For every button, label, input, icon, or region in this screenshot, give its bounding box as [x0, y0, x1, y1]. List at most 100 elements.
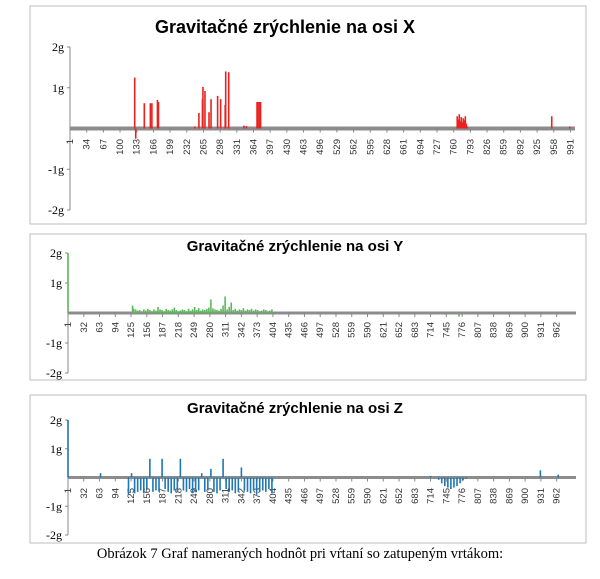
x-tick-label: 694 — [415, 139, 426, 155]
bar — [210, 468, 212, 478]
bar — [460, 117, 463, 129]
bar — [161, 310, 163, 313]
x-tick-label: 218 — [173, 322, 184, 338]
bar — [191, 309, 194, 313]
bar — [189, 310, 192, 313]
bar — [149, 103, 152, 129]
x-tick-label: 559 — [347, 488, 358, 504]
x-tick-label: 776 — [457, 322, 468, 338]
bar — [207, 477, 209, 491]
bar — [204, 91, 206, 129]
x-tick-label: 331 — [232, 139, 243, 155]
bar — [212, 308, 214, 313]
bar — [569, 126, 571, 129]
bar — [456, 116, 459, 129]
x-tick-label: 595 — [365, 139, 376, 155]
bar — [461, 122, 464, 129]
bar — [182, 477, 185, 491]
bar — [161, 458, 163, 478]
bar — [261, 477, 264, 491]
bar-series — [67, 420, 560, 495]
bar — [170, 477, 173, 494]
bar — [462, 477, 464, 481]
bar — [203, 310, 206, 313]
y-tick-label: 2g — [50, 413, 62, 427]
bar — [194, 477, 197, 492]
x-tick-label: 232 — [182, 139, 193, 155]
bar — [151, 311, 153, 313]
bar — [216, 310, 218, 313]
x-tick-label: 529 — [332, 139, 343, 155]
x-tick-label: 1 — [63, 322, 74, 327]
bar — [158, 477, 160, 492]
bar — [152, 477, 154, 492]
x-tick-label: 466 — [299, 322, 310, 338]
bar — [193, 307, 196, 313]
bar — [234, 308, 237, 313]
bar — [248, 310, 251, 313]
bar — [143, 103, 146, 129]
bar — [242, 308, 245, 313]
bar — [222, 458, 224, 478]
bar — [257, 102, 259, 129]
x-tick-label: 199 — [165, 139, 176, 155]
bar — [67, 253, 69, 313]
bar — [447, 477, 449, 488]
y-tick-label: -1g — [48, 162, 64, 176]
bar — [169, 310, 172, 313]
x-tick-label: 900 — [520, 488, 531, 504]
bar — [250, 308, 253, 313]
x-tick-label: 32 — [79, 322, 90, 333]
x-tick-label: 869 — [504, 322, 515, 338]
bar — [133, 477, 136, 494]
bar — [130, 473, 133, 478]
bar — [430, 312, 433, 313]
x-tick-label: 249 — [189, 322, 200, 338]
figure-caption: Obrázok 7 Graf nameraných hodnôt pri vŕt… — [96, 546, 504, 562]
bar — [149, 458, 151, 478]
x-tick-label: 311 — [221, 322, 232, 337]
chart-title: Gravitačné zrýchlenie na osi Y — [187, 238, 404, 255]
bar — [258, 102, 261, 129]
x-tick-label: 962 — [552, 322, 563, 338]
bar — [228, 307, 230, 313]
bar — [539, 470, 542, 478]
x-tick-label: 745 — [441, 488, 452, 504]
bar — [185, 311, 188, 313]
bar — [147, 308, 149, 313]
x-tick-label: 962 — [552, 488, 563, 504]
y-tick-label: 2g — [52, 40, 64, 54]
x-tick-label: 463 — [299, 139, 310, 155]
bar — [246, 477, 249, 492]
x-tick-label: 760 — [449, 139, 460, 155]
bar — [134, 309, 137, 313]
bar — [459, 477, 461, 484]
bar — [218, 310, 220, 313]
bar — [232, 310, 235, 313]
bar — [244, 310, 247, 313]
x-tick-label: 63 — [95, 322, 106, 333]
x-tick-label: 652 — [394, 488, 405, 504]
x-tick-label: 100 — [115, 139, 126, 155]
x-tick-label: 466 — [299, 488, 310, 504]
bar — [183, 310, 186, 313]
x-tick-label: 807 — [473, 322, 484, 338]
bar — [225, 477, 227, 489]
y-tick-label: -2g — [48, 203, 64, 217]
x-tick-label: 714 — [426, 322, 437, 338]
bar — [260, 310, 263, 313]
x-tick-label: 683 — [410, 322, 421, 338]
bar — [138, 310, 141, 313]
bar — [465, 123, 468, 129]
bar — [243, 477, 246, 491]
x-tick-label: 280 — [205, 488, 216, 504]
bar — [155, 477, 157, 491]
bar — [259, 102, 262, 129]
x-tick-label: 397 — [265, 139, 276, 155]
bar — [254, 309, 257, 313]
bar — [191, 477, 194, 494]
x-tick-label: 528 — [331, 322, 342, 338]
x-tick-label: 562 — [349, 139, 360, 155]
x-tick-label: 404 — [268, 322, 279, 338]
bar — [440, 477, 443, 484]
